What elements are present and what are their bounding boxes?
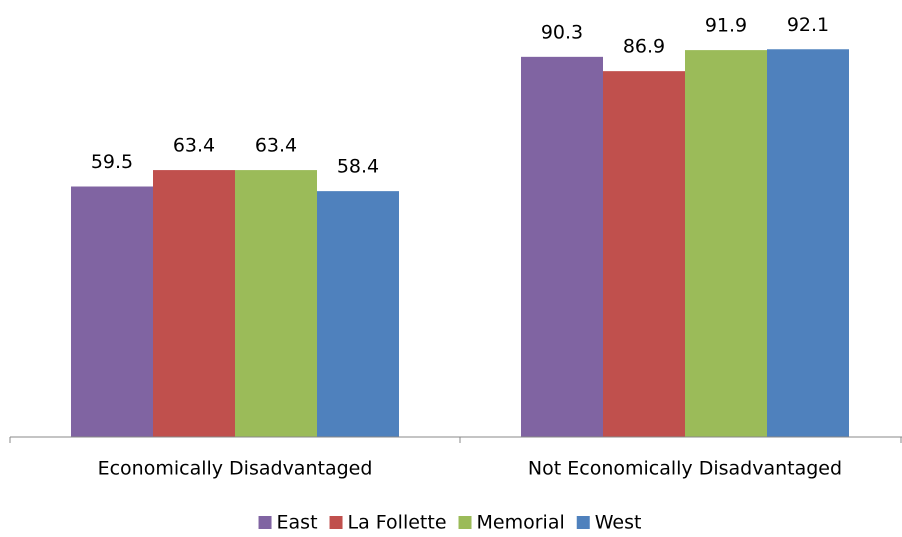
bar <box>767 49 849 437</box>
value-label: 91.9 <box>705 15 747 37</box>
value-label: 63.4 <box>255 135 297 157</box>
bar <box>235 170 317 437</box>
value-label: 59.5 <box>91 151 133 173</box>
x-tick-label: Not Economically Disadvantaged <box>528 458 842 480</box>
bar <box>685 50 767 437</box>
legend-label: Memorial <box>477 512 565 534</box>
bar <box>317 191 399 437</box>
bar <box>521 56 603 437</box>
legend-swatch <box>329 516 343 529</box>
value-label: 58.4 <box>337 156 379 178</box>
bar <box>71 186 153 437</box>
value-label: 90.3 <box>541 21 583 43</box>
x-tick-label: Economically Disadvantaged <box>98 458 373 480</box>
legend-swatch <box>458 516 472 529</box>
value-label: 63.4 <box>173 135 215 157</box>
legend-swatch <box>576 516 590 529</box>
legend-label: East <box>277 512 318 534</box>
value-label: 86.9 <box>623 36 665 58</box>
legend-swatch <box>258 516 272 529</box>
legend-label: West <box>595 512 642 534</box>
bar <box>153 170 235 437</box>
bar <box>603 71 685 437</box>
value-label: 92.1 <box>787 14 829 36</box>
legend-label: La Follette <box>348 512 447 534</box>
